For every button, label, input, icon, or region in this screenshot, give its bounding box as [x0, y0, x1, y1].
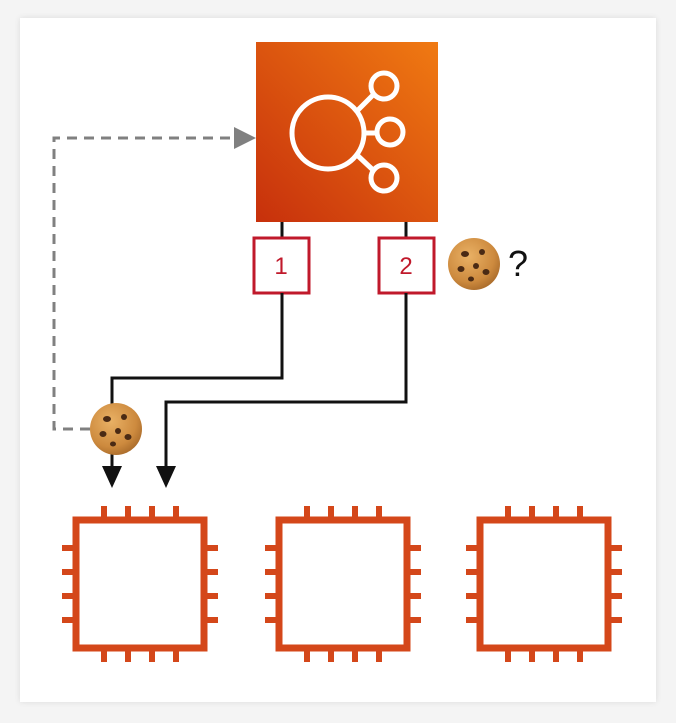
chip-pin — [304, 506, 310, 520]
load-balancer-icon — [256, 42, 438, 222]
chip-pin — [101, 648, 107, 662]
chip-pin — [265, 569, 279, 575]
chip-pin — [608, 569, 622, 575]
target-box-1: 1 — [252, 236, 311, 295]
chip-pin — [407, 593, 421, 599]
chip-pin — [204, 593, 218, 599]
chip-pin — [529, 648, 535, 662]
chip-pin — [577, 648, 583, 662]
chip-pin — [608, 617, 622, 623]
chip-pin — [466, 569, 480, 575]
target-box-2: 2 — [377, 236, 436, 295]
chip-pin — [173, 648, 179, 662]
chip-pin — [265, 545, 279, 551]
chip-pin — [376, 648, 382, 662]
chip-pin — [149, 648, 155, 662]
chip-pin — [407, 617, 421, 623]
chip-pin — [304, 648, 310, 662]
cookie-return-dashed-path — [52, 136, 236, 431]
chip-pin — [376, 506, 382, 520]
chip-pin — [204, 545, 218, 551]
chip-pin — [328, 648, 334, 662]
chip-pin — [101, 506, 107, 520]
chip-pin — [407, 569, 421, 575]
cookie-icon — [90, 403, 142, 455]
chip-pin — [125, 506, 131, 520]
target-label-1: 1 — [274, 253, 287, 280]
chip-pin — [149, 506, 155, 520]
chip-pin — [466, 545, 480, 551]
chip-pin — [173, 506, 179, 520]
cookie-question-mark: ? — [508, 243, 528, 284]
route-1-arrowhead — [102, 466, 122, 488]
ec2-instance-3-icon — [466, 506, 622, 662]
chip-pin — [608, 593, 622, 599]
chip-pin — [125, 648, 131, 662]
chip-pin — [352, 648, 358, 662]
chip-pin — [62, 593, 76, 599]
chip-pin — [62, 569, 76, 575]
chip-body — [476, 516, 612, 652]
ec2-instance-1-icon — [62, 506, 218, 662]
chip-pin — [204, 569, 218, 575]
route-2-arrowhead — [156, 466, 176, 488]
chip-body — [72, 516, 208, 652]
chip-pin — [529, 506, 535, 520]
cookie-question-icon — [448, 238, 500, 290]
chip-pin — [328, 506, 334, 520]
chip-pin — [204, 617, 218, 623]
chip-pin — [62, 545, 76, 551]
ec2-instance-2-icon — [265, 506, 421, 662]
chip-pin — [608, 545, 622, 551]
chip-pin — [466, 593, 480, 599]
dashed-path-arrowhead — [234, 127, 256, 149]
chip-pin — [352, 506, 358, 520]
chip-pin — [577, 506, 583, 520]
chip-pin — [505, 506, 511, 520]
chip-pin — [553, 648, 559, 662]
chip-pin — [265, 617, 279, 623]
chip-body — [275, 516, 411, 652]
route-target-2-to-instance — [164, 293, 408, 468]
chip-pin — [265, 593, 279, 599]
chip-pin — [466, 617, 480, 623]
chip-pin — [62, 617, 76, 623]
chip-pin — [553, 506, 559, 520]
chip-pin — [407, 545, 421, 551]
target-label-2: 2 — [399, 253, 412, 280]
chip-pin — [505, 648, 511, 662]
